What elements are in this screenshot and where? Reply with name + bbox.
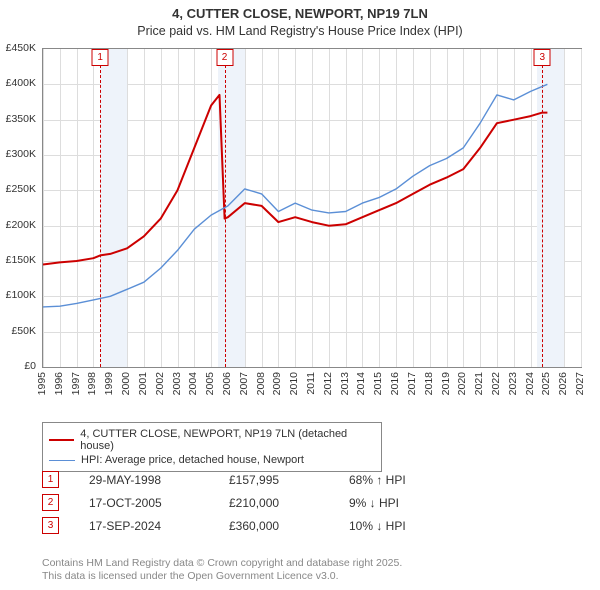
- transaction-delta: 68% ↑ HPI: [349, 473, 459, 487]
- x-tick-label: 2013: [339, 372, 351, 395]
- x-tick-label: 2020: [456, 372, 468, 395]
- x-tick-label: 2014: [355, 372, 367, 395]
- legend-swatch: [49, 439, 74, 441]
- x-tick-label: 2015: [372, 372, 384, 395]
- x-tick-label: 2009: [271, 372, 283, 395]
- x-tick-label: 2018: [423, 372, 435, 395]
- transaction-marker: 2: [42, 494, 59, 511]
- x-tick-label: 2003: [171, 372, 183, 395]
- y-tick-label: £50K: [11, 325, 36, 337]
- y-tick-label: £350K: [6, 113, 36, 125]
- x-tick-label: 2017: [406, 372, 418, 395]
- footnote: Contains HM Land Registry data © Crown c…: [42, 557, 402, 584]
- chart-legend: 4, CUTTER CLOSE, NEWPORT, NP19 7LN (deta…: [42, 422, 382, 472]
- x-tick-label: 2026: [557, 372, 569, 395]
- x-tick-label: 2006: [221, 372, 233, 395]
- title-line-1: 4, CUTTER CLOSE, NEWPORT, NP19 7LN: [0, 6, 600, 23]
- x-tick-label: 2008: [255, 372, 267, 395]
- transaction-date: 29-MAY-1998: [89, 473, 199, 487]
- chart-marker: 3: [534, 49, 551, 66]
- x-tick-label: 2000: [120, 372, 132, 395]
- x-tick-label: 2012: [322, 372, 334, 395]
- x-tick-label: 1996: [53, 372, 65, 395]
- y-tick-label: £150K: [6, 254, 36, 266]
- transaction-date: 17-OCT-2005: [89, 496, 199, 510]
- transaction-marker: 3: [42, 517, 59, 534]
- y-tick-label: £200K: [6, 219, 36, 231]
- legend-item: 4, CUTTER CLOSE, NEWPORT, NP19 7LN (deta…: [49, 427, 375, 453]
- x-tick-label: 2011: [305, 372, 317, 395]
- y-tick-label: £0: [24, 360, 36, 372]
- legend-swatch: [49, 460, 75, 461]
- x-tick-label: 2010: [288, 372, 300, 395]
- x-tick-label: 2025: [540, 372, 552, 395]
- chart-marker: 2: [216, 49, 233, 66]
- chart-marker: 1: [92, 49, 109, 66]
- y-tick-label: £250K: [6, 183, 36, 195]
- x-tick-label: 2023: [507, 372, 519, 395]
- transaction-row: 1 29-MAY-1998 £157,995 68% ↑ HPI: [42, 468, 582, 491]
- y-tick-label: £100K: [6, 289, 36, 301]
- transaction-date: 17-SEP-2024: [89, 519, 199, 533]
- x-tick-label: 2022: [490, 372, 502, 395]
- chart-lines: [43, 49, 581, 367]
- transaction-delta: 10% ↓ HPI: [349, 519, 459, 533]
- footnote-line-2: This data is licensed under the Open Gov…: [42, 570, 402, 584]
- transaction-marker: 1: [42, 471, 59, 488]
- y-axis-labels: £0£50K£100K£150K£200K£250K£300K£350K£400…: [0, 48, 40, 368]
- x-tick-label: 2002: [154, 372, 166, 395]
- x-tick-label: 2005: [204, 372, 216, 395]
- chart-plot-area: 1 2 3: [42, 48, 582, 368]
- series-line: [43, 95, 547, 265]
- x-tick-label: 2021: [473, 372, 485, 395]
- transaction-row: 3 17-SEP-2024 £360,000 10% ↓ HPI: [42, 514, 582, 537]
- x-tick-label: 1998: [86, 372, 98, 395]
- y-tick-label: £300K: [6, 148, 36, 160]
- legend-label: 4, CUTTER CLOSE, NEWPORT, NP19 7LN (deta…: [80, 428, 375, 452]
- x-tick-label: 2004: [187, 372, 199, 395]
- transaction-delta: 9% ↓ HPI: [349, 496, 459, 510]
- x-tick-label: 1995: [36, 372, 48, 395]
- x-tick-label: 2016: [389, 372, 401, 395]
- legend-item: HPI: Average price, detached house, Newp…: [49, 453, 375, 467]
- y-tick-label: £450K: [6, 42, 36, 54]
- x-tick-label: 1999: [103, 372, 115, 395]
- transaction-price: £360,000: [229, 519, 319, 533]
- chart-container: 4, CUTTER CLOSE, NEWPORT, NP19 7LN Price…: [0, 0, 600, 590]
- y-tick-label: £400K: [6, 77, 36, 89]
- x-tick-label: 2007: [238, 372, 250, 395]
- x-tick-label: 1997: [70, 372, 82, 395]
- x-tick-label: 2019: [440, 372, 452, 395]
- series-line: [43, 84, 547, 307]
- transaction-row: 2 17-OCT-2005 £210,000 9% ↓ HPI: [42, 491, 582, 514]
- transaction-price: £210,000: [229, 496, 319, 510]
- x-tick-label: 2024: [524, 372, 536, 395]
- chart-title: 4, CUTTER CLOSE, NEWPORT, NP19 7LN Price…: [0, 0, 600, 39]
- legend-label: HPI: Average price, detached house, Newp…: [81, 454, 304, 466]
- x-tick-label: 2001: [137, 372, 149, 395]
- title-line-2: Price paid vs. HM Land Registry's House …: [0, 23, 600, 39]
- transaction-table: 1 29-MAY-1998 £157,995 68% ↑ HPI 2 17-OCT-200…: [42, 468, 582, 537]
- footnote-line-1: Contains HM Land Registry data © Crown c…: [42, 557, 402, 571]
- x-axis-labels: 1995199619971998199920002001200220032004…: [42, 368, 582, 418]
- transaction-price: £157,995: [229, 473, 319, 487]
- x-tick-label: 2027: [574, 372, 586, 395]
